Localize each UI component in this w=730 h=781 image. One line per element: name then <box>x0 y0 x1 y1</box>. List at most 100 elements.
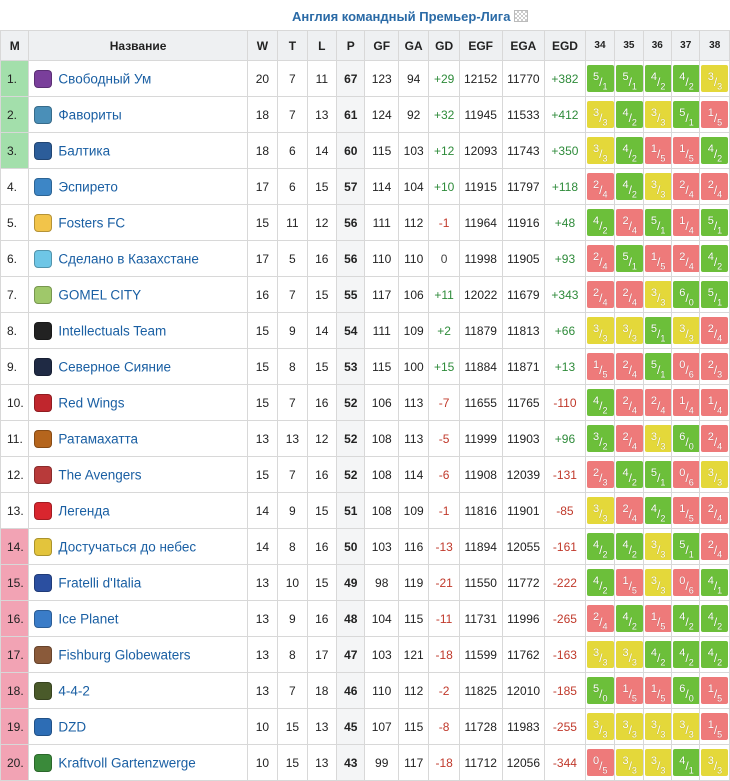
match-result-badge[interactable]: 3/3 <box>644 173 671 200</box>
match-result-badge[interactable]: 3/3 <box>616 317 643 344</box>
team-name-link[interactable]: Fosters FC <box>58 215 126 230</box>
header-egf[interactable]: EGF <box>458 30 503 61</box>
match-result-badge[interactable]: 5/1 <box>644 353 671 380</box>
league-title-text[interactable]: Англия командный Премьер-Лига <box>292 9 511 24</box>
match-result-badge[interactable]: 2/3 <box>586 461 614 488</box>
match-result-badge[interactable]: 2/4 <box>701 497 729 524</box>
match-result-badge[interactable]: 3/2 <box>586 425 614 452</box>
match-result-badge[interactable]: 4/2 <box>586 209 614 236</box>
match-result-badge[interactable]: 6/0 <box>673 281 699 308</box>
match-result-badge[interactable]: 2/4 <box>616 497 643 524</box>
header-round[interactable]: 34 <box>584 30 616 61</box>
match-result-badge[interactable]: 4/1 <box>673 749 699 776</box>
match-result-badge[interactable]: 5/1 <box>644 317 671 344</box>
match-result-badge[interactable]: 1/5 <box>673 137 699 164</box>
match-result-badge[interactable]: 0/6 <box>673 461 699 488</box>
header-t[interactable]: T <box>277 30 308 61</box>
match-result-badge[interactable]: 3/3 <box>586 641 614 668</box>
team-name-link[interactable]: Fishburg Globewaters <box>58 647 191 662</box>
match-result-badge[interactable]: 5/1 <box>616 65 643 92</box>
match-result-badge[interactable]: 4/2 <box>616 605 643 632</box>
club-logo-icon[interactable] <box>34 537 53 556</box>
match-result-badge[interactable]: 2/4 <box>616 425 643 452</box>
header-round[interactable]: 37 <box>671 30 701 61</box>
match-result-badge[interactable]: 4/2 <box>644 65 671 92</box>
match-result-badge[interactable]: 3/3 <box>673 317 699 344</box>
team-name-link[interactable]: GOMEL CITY <box>58 287 142 302</box>
match-result-badge[interactable]: 3/3 <box>586 713 614 740</box>
team-name-link[interactable]: Достучаться до небес <box>58 539 197 554</box>
match-result-badge[interactable]: 2/4 <box>586 605 614 632</box>
match-result-badge[interactable]: 3/3 <box>644 749 671 776</box>
club-logo-icon[interactable] <box>34 573 53 592</box>
match-result-badge[interactable]: 4/2 <box>586 569 614 596</box>
match-result-badge[interactable]: 1/5 <box>673 497 699 524</box>
match-result-badge[interactable]: 3/3 <box>701 65 729 92</box>
header-egd[interactable]: EGD <box>544 30 586 61</box>
match-result-badge[interactable]: 0/5 <box>586 749 614 776</box>
match-result-badge[interactable]: 3/3 <box>616 749 643 776</box>
header-round[interactable]: 36 <box>642 30 673 61</box>
match-result-badge[interactable]: 4/2 <box>644 497 671 524</box>
header-gf[interactable]: GF <box>364 30 399 61</box>
team-name-link[interactable]: Ратамахатта <box>58 431 139 446</box>
team-name-link[interactable]: Балтика <box>58 143 111 158</box>
match-result-badge[interactable]: 3/3 <box>673 713 699 740</box>
match-result-badge[interactable]: 2/4 <box>701 425 729 452</box>
match-result-badge[interactable]: 2/4 <box>616 353 643 380</box>
match-result-badge[interactable]: 5/1 <box>644 209 671 236</box>
team-name-link[interactable]: The Avengers <box>58 467 142 482</box>
match-result-badge[interactable]: 4/2 <box>616 461 643 488</box>
match-result-badge[interactable]: 2/4 <box>673 173 699 200</box>
club-logo-icon[interactable] <box>34 717 53 736</box>
header-l[interactable]: L <box>306 30 338 61</box>
club-logo-icon[interactable] <box>34 105 53 124</box>
match-result-badge[interactable]: 3/3 <box>701 461 729 488</box>
header-name[interactable]: Название <box>28 30 248 61</box>
match-result-badge[interactable]: 3/3 <box>644 533 671 560</box>
team-name-link[interactable]: Fratelli d'Italia <box>58 575 142 590</box>
header-p[interactable]: P <box>336 30 366 61</box>
match-result-badge[interactable]: 3/3 <box>701 749 729 776</box>
match-result-badge[interactable]: 4/2 <box>616 137 643 164</box>
match-result-badge[interactable]: 4/2 <box>644 641 671 668</box>
club-logo-icon[interactable] <box>34 141 53 160</box>
club-logo-icon[interactable] <box>34 321 53 340</box>
match-result-badge[interactable]: 1/5 <box>644 677 671 704</box>
match-result-badge[interactable]: 4/1 <box>701 569 729 596</box>
match-result-badge[interactable]: 3/3 <box>644 569 671 596</box>
match-result-badge[interactable]: 3/3 <box>586 137 614 164</box>
league-title[interactable]: Англия командный Премьер-Лига <box>292 9 529 24</box>
match-result-badge[interactable]: 4/2 <box>701 641 729 668</box>
match-result-badge[interactable]: 4/2 <box>616 101 643 128</box>
match-result-badge[interactable]: 4/2 <box>701 605 729 632</box>
club-logo-icon[interactable] <box>34 753 53 772</box>
match-result-badge[interactable]: 2/4 <box>701 317 729 344</box>
match-result-badge[interactable]: 4/2 <box>616 173 643 200</box>
match-result-badge[interactable]: 3/3 <box>644 713 671 740</box>
match-result-badge[interactable]: 5/0 <box>586 677 614 704</box>
match-result-badge[interactable]: 1/5 <box>586 353 614 380</box>
match-result-badge[interactable]: 4/2 <box>673 605 699 632</box>
match-result-badge[interactable]: 4/2 <box>673 65 699 92</box>
match-result-badge[interactable]: 1/4 <box>673 209 699 236</box>
match-result-badge[interactable]: 1/5 <box>644 137 671 164</box>
team-name-link[interactable]: Intellectuals Team <box>58 323 167 338</box>
team-name-link[interactable]: Kraftvoll Gartenzwerge <box>58 755 196 770</box>
match-result-badge[interactable]: 0/6 <box>673 353 699 380</box>
team-name-link[interactable]: Сделано в Казахстане <box>58 251 199 266</box>
club-logo-icon[interactable] <box>34 465 53 484</box>
match-result-badge[interactable]: 1/5 <box>701 101 729 128</box>
match-result-badge[interactable]: 4/2 <box>586 389 614 416</box>
match-result-badge[interactable]: 2/4 <box>701 533 729 560</box>
club-logo-icon[interactable] <box>34 393 53 412</box>
match-result-badge[interactable]: 1/5 <box>644 605 671 632</box>
header-ega[interactable]: EGA <box>501 30 546 61</box>
match-result-badge[interactable]: 3/3 <box>616 713 643 740</box>
match-result-badge[interactable]: 3/3 <box>586 497 614 524</box>
match-result-badge[interactable]: 2/3 <box>701 353 729 380</box>
club-logo-icon[interactable] <box>34 681 53 700</box>
match-result-badge[interactable]: 5/1 <box>701 209 729 236</box>
match-result-badge[interactable]: 4/2 <box>701 137 729 164</box>
match-result-badge[interactable]: 6/0 <box>673 425 699 452</box>
